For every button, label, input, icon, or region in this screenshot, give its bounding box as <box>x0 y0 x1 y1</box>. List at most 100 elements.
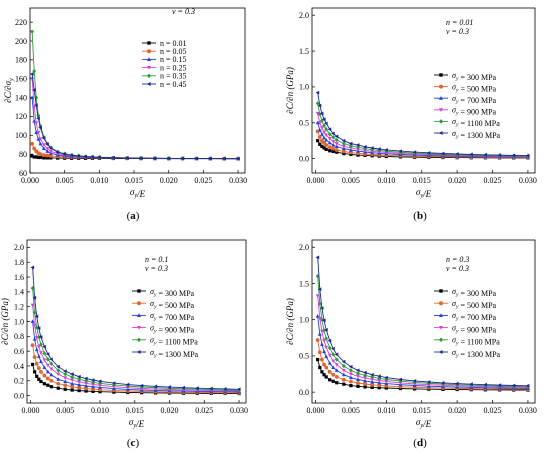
data-point <box>349 150 353 155</box>
data-point <box>342 382 346 386</box>
data-point <box>38 141 43 146</box>
data-point <box>334 375 339 379</box>
data-point <box>331 359 336 364</box>
data-point <box>349 383 353 388</box>
data-point <box>511 153 516 158</box>
data-point <box>370 377 375 382</box>
y-tick-label: 140 <box>15 93 27 102</box>
data-point <box>48 154 53 158</box>
annotation: n = 0.1 <box>145 255 168 264</box>
data-point <box>317 103 322 108</box>
y-tick-label: 100 <box>15 131 27 140</box>
data-point <box>49 367 54 372</box>
data-point <box>49 378 54 383</box>
legend-marker <box>137 313 141 317</box>
data-point <box>315 90 320 95</box>
data-point <box>377 379 382 383</box>
y-tick-label: 0.5 <box>299 352 309 361</box>
x-tick-label: 0.030 <box>519 176 537 185</box>
legend-entry: σy = 900 MPa <box>452 106 497 117</box>
data-point <box>469 382 473 387</box>
x-tick-label: 0.005 <box>342 176 360 185</box>
data-point <box>32 355 37 359</box>
data-point <box>42 351 47 356</box>
data-point <box>327 361 332 365</box>
data-point <box>356 144 360 150</box>
data-point <box>341 144 346 149</box>
data-point <box>331 346 335 351</box>
data-point <box>39 342 43 347</box>
data-point <box>355 143 360 147</box>
data-point <box>49 361 54 366</box>
annotation: ν = 0.3 <box>145 264 168 273</box>
legend-marker <box>147 57 151 61</box>
y-tick-label: 180 <box>15 56 27 65</box>
y-axis-label: ∂C/∂σy <box>3 78 15 103</box>
legend-entry: σy = 700 MPa <box>452 94 497 105</box>
data-point <box>331 146 336 151</box>
data-point <box>181 385 185 390</box>
data-point <box>36 136 41 141</box>
y-tick-label: 220 <box>15 18 27 27</box>
data-point <box>45 156 49 160</box>
data-point <box>32 310 37 315</box>
data-point <box>138 156 143 161</box>
annotation: n = 0.01 <box>446 18 473 27</box>
data-point <box>317 127 322 132</box>
data-point <box>355 368 360 373</box>
data-point <box>84 386 88 391</box>
y-tick-label: 60 <box>19 169 27 178</box>
legend-entry: n = 0.15 <box>160 55 187 64</box>
data-point <box>356 371 360 376</box>
data-point <box>322 146 326 150</box>
data-point <box>29 72 34 76</box>
data-point <box>180 156 185 161</box>
data-point <box>32 88 36 92</box>
legend-marker <box>439 289 443 293</box>
data-point <box>483 152 487 157</box>
data-point <box>348 141 353 146</box>
legend-entry: σy = 700 MPa <box>452 311 497 322</box>
data-point <box>377 374 381 379</box>
data-point <box>36 113 41 118</box>
data-point <box>469 152 473 157</box>
x-tick-label: 0.025 <box>484 406 502 415</box>
y-tick-label: 0.8 <box>14 332 24 341</box>
data-point <box>322 373 326 377</box>
x-tick-label: 0.030 <box>519 406 537 415</box>
chart-panel-2: 0.000 0.005 0.010 0.015 0.020 0.025 0.030 0.0 0.… <box>285 7 537 222</box>
data-point <box>34 130 39 134</box>
legend-marker <box>439 73 443 77</box>
data-point <box>194 156 198 161</box>
data-point <box>356 381 360 385</box>
x-tick-label: 0.010 <box>377 176 395 185</box>
legend-entry: n = 0.05 <box>160 47 187 56</box>
data-point <box>322 339 326 343</box>
data-point <box>342 152 346 156</box>
data-point <box>384 375 388 380</box>
data-point <box>324 336 329 341</box>
legend-entry: σy = 1300 MPa <box>452 129 501 140</box>
data-point <box>41 153 46 157</box>
data-point <box>384 386 388 390</box>
data-point <box>317 111 322 117</box>
data-point <box>63 387 67 391</box>
plot-frame <box>26 239 247 404</box>
data-point <box>84 376 88 381</box>
data-point <box>331 365 336 370</box>
x-tick-label: 0.020 <box>448 176 466 185</box>
x-tick-label: 0.015 <box>125 176 143 185</box>
data-point <box>56 364 60 369</box>
legend-marker <box>439 108 443 112</box>
data-point <box>334 137 339 143</box>
data-point <box>167 385 172 389</box>
data-point <box>398 149 403 154</box>
data-point <box>315 111 320 116</box>
data-point <box>349 375 353 380</box>
data-point <box>370 385 374 389</box>
data-point <box>341 359 346 364</box>
legend-entry: n = 0.25 <box>160 63 187 72</box>
data-point <box>32 68 37 74</box>
data-point <box>97 155 101 160</box>
x-tick-label: 0.030 <box>229 176 247 185</box>
